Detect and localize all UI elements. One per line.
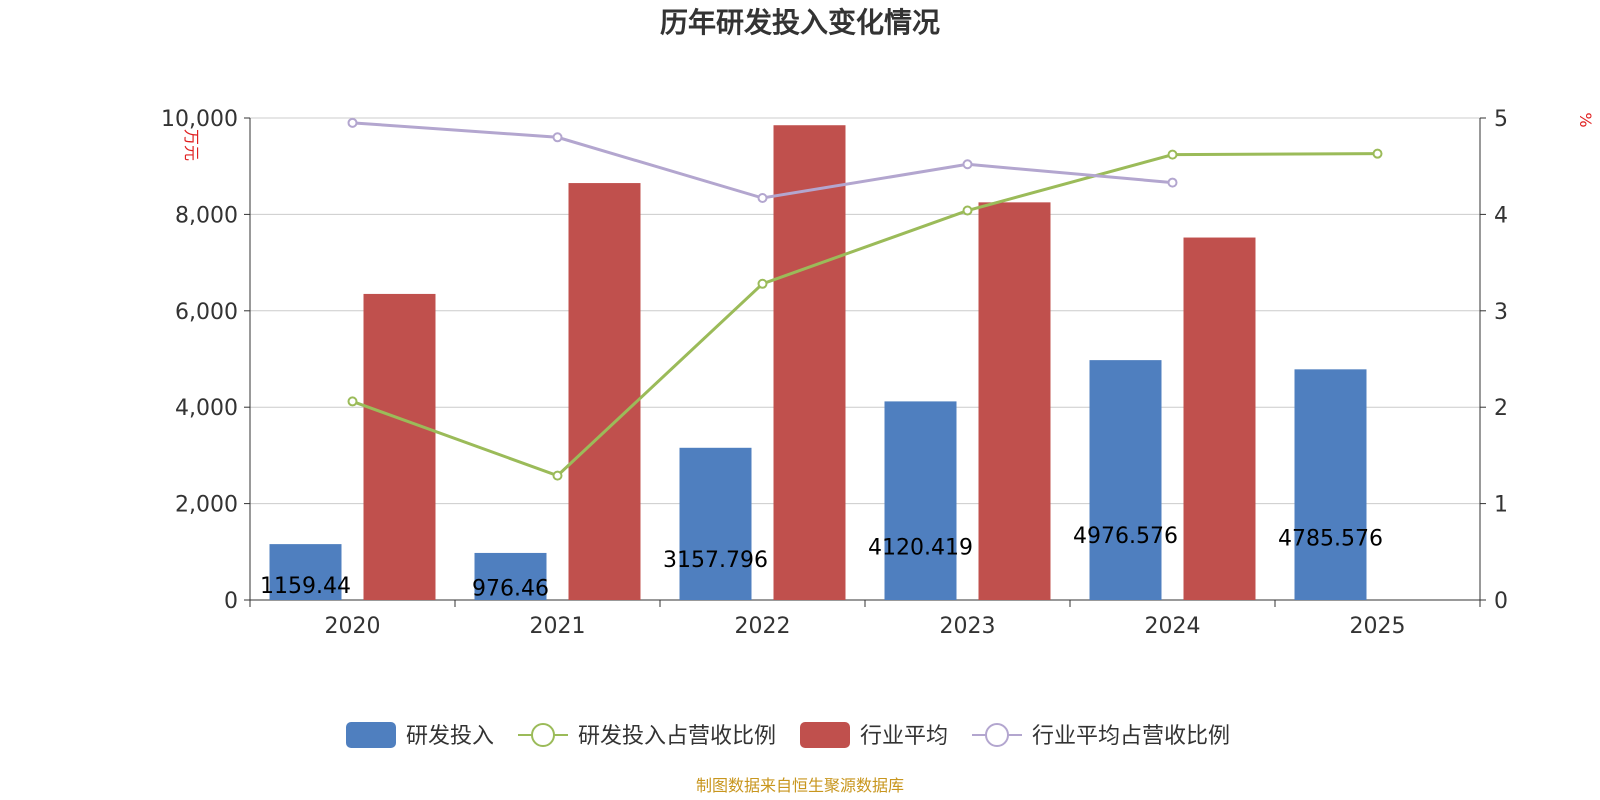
bar-data-label: 976.46 xyxy=(472,576,549,601)
legend-label: 行业平均占营收比例 xyxy=(1032,724,1230,749)
point-行业平均占营收比例 xyxy=(757,193,768,204)
x-tick-label: 2024 xyxy=(1145,614,1201,639)
gridlines xyxy=(250,117,1480,505)
point-研发投入占营收比例 xyxy=(962,205,973,216)
bar-研发投入-2024 xyxy=(1089,360,1162,600)
axes: 0 2,000 4,000 6,000 8,000 10,000 0 1 2 3 4 5 2020 202… xyxy=(161,107,1508,639)
lines xyxy=(347,117,1383,481)
point-研发投入占营收比例 xyxy=(347,396,358,407)
bars xyxy=(269,125,1367,600)
bar-研发投入-2021 xyxy=(474,552,547,600)
right-tick-label: 3 xyxy=(1494,300,1508,325)
bar-data-label: 4785.576 xyxy=(1278,527,1383,552)
x-tick-label: 2022 xyxy=(735,614,791,639)
source-note: 制图数据来自恒生聚源数据库 xyxy=(696,776,904,795)
legend-swatch-行业平均 xyxy=(800,722,850,748)
left-tick-label: 0 xyxy=(224,589,238,614)
bar-行业平均-2022 xyxy=(773,125,846,600)
legend-label: 行业平均 xyxy=(860,724,948,749)
bar-研发投入-2020 xyxy=(269,544,342,600)
right-tick-label: 0 xyxy=(1494,589,1508,614)
left-tick-label: 6,000 xyxy=(175,300,238,325)
legend-marker-行业平均占营收比例 xyxy=(985,723,1009,747)
left-tick-label: 4,000 xyxy=(175,396,238,421)
legend-label: 研发投入 xyxy=(406,724,494,749)
bar-data-label: 1159.44 xyxy=(260,574,351,599)
point-研发投入占营收比例 xyxy=(552,470,563,481)
x-tick-label: 2025 xyxy=(1350,614,1406,639)
data-labels: 1159.44 976.46 3157.796 4120.419 4976.576 478… xyxy=(260,524,1383,601)
x-tick-label: 2023 xyxy=(940,614,996,639)
bar-行业平均-2021 xyxy=(568,183,641,600)
right-tick-label: 5 xyxy=(1494,107,1508,132)
left-tick-label: 2,000 xyxy=(175,493,238,518)
bar-研发投入-2023 xyxy=(884,401,957,600)
legend-label: 研发投入占营收比例 xyxy=(578,724,776,749)
x-tick-label: 2021 xyxy=(530,614,586,639)
right-tick-label: 1 xyxy=(1494,493,1508,518)
point-行业平均占营收比例 xyxy=(347,117,358,128)
legend-swatch-研发投入 xyxy=(346,722,396,748)
point-行业平均占营收比例 xyxy=(1167,177,1178,188)
right-tick-label: 2 xyxy=(1494,396,1508,421)
bar-data-label: 4120.419 xyxy=(868,535,973,560)
left-tick-label: 8,000 xyxy=(175,203,238,228)
right-axis-unit: % xyxy=(1576,112,1595,127)
x-tick-label: 2020 xyxy=(325,614,381,639)
right-tick-label: 4 xyxy=(1494,203,1508,228)
bar-研发投入-2022 xyxy=(679,447,752,600)
bar-行业平均-2020 xyxy=(363,293,436,600)
legend: 研发投入 研发投入占营收比例 行业平均 行业平均占营收比例 xyxy=(346,722,1230,749)
bar-data-label: 4976.576 xyxy=(1073,524,1178,549)
point-行业平均占营收比例 xyxy=(962,159,973,170)
left-axis-unit: 万元 xyxy=(182,129,201,161)
legend-marker-研发投入占营收比例 xyxy=(531,723,555,747)
point-研发投入占营收比例 xyxy=(1372,148,1383,159)
line-研发投入占营收比例 xyxy=(351,152,1378,478)
point-研发投入占营收比例 xyxy=(1167,149,1178,160)
bar-行业平均-2023 xyxy=(978,202,1051,600)
left-tick-label: 10,000 xyxy=(161,107,238,132)
chart-title: 历年研发投入变化情况 xyxy=(660,6,940,39)
point-研发投入占营收比例 xyxy=(757,278,768,289)
bar-行业平均-2024 xyxy=(1183,237,1256,600)
bar-研发投入-2025 xyxy=(1294,369,1367,600)
point-行业平均占营收比例 xyxy=(552,132,563,143)
bar-data-label: 3157.796 xyxy=(663,548,768,573)
